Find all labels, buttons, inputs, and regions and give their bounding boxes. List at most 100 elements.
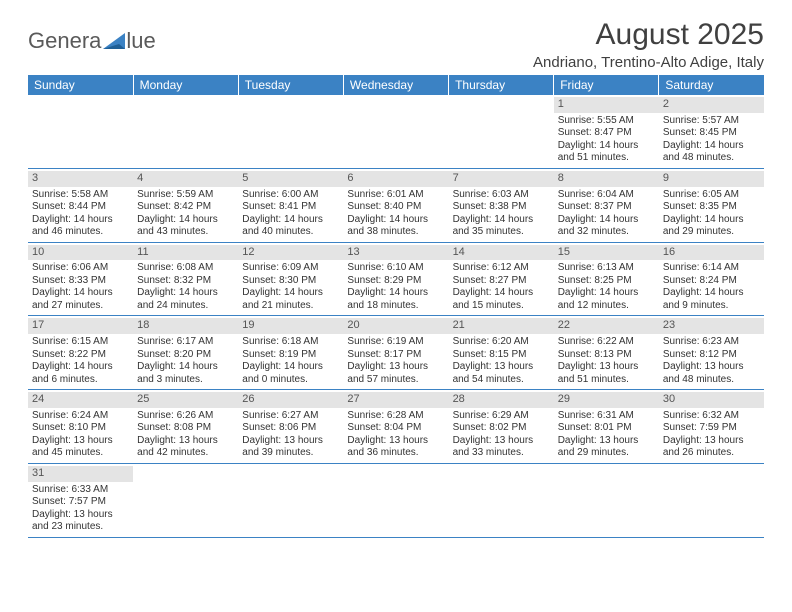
daylight-text: and 21 minutes. <box>242 300 339 313</box>
calendar-cell: 5Sunrise: 6:00 AMSunset: 8:41 PMDaylight… <box>238 168 343 242</box>
sunset-text: Sunset: 8:15 PM <box>453 349 550 362</box>
calendar-cell: 17Sunrise: 6:15 AMSunset: 8:22 PMDayligh… <box>28 316 133 390</box>
day-number: 3 <box>28 171 133 187</box>
calendar-cell: 10Sunrise: 6:06 AMSunset: 8:33 PMDayligh… <box>28 242 133 316</box>
sunset-text: Sunset: 8:33 PM <box>32 275 129 288</box>
weekday-header: Friday <box>554 75 659 95</box>
sunrise-text: Sunrise: 6:28 AM <box>347 410 444 423</box>
sunset-text: Sunset: 8:40 PM <box>347 201 444 214</box>
sunset-text: Sunset: 8:41 PM <box>242 201 339 214</box>
sunset-text: Sunset: 8:44 PM <box>32 201 129 214</box>
daylight-text: and 51 minutes. <box>558 374 655 387</box>
sunrise-text: Sunrise: 6:27 AM <box>242 410 339 423</box>
sunset-text: Sunset: 8:20 PM <box>137 349 234 362</box>
sunrise-text: Sunrise: 6:19 AM <box>347 336 444 349</box>
daylight-text: Daylight: 14 hours <box>453 287 550 300</box>
sunset-text: Sunset: 8:38 PM <box>453 201 550 214</box>
daylight-text: and 9 minutes. <box>663 300 760 313</box>
sunrise-text: Sunrise: 6:26 AM <box>137 410 234 423</box>
day-number: 6 <box>343 171 448 187</box>
daylight-text: and 3 minutes. <box>137 374 234 387</box>
calendar-cell-empty <box>343 463 448 537</box>
daylight-text: Daylight: 14 hours <box>242 361 339 374</box>
calendar-row: 17Sunrise: 6:15 AMSunset: 8:22 PMDayligh… <box>28 316 764 390</box>
sunrise-text: Sunrise: 6:06 AM <box>32 262 129 275</box>
daylight-text: and 29 minutes. <box>663 226 760 239</box>
daylight-text: Daylight: 14 hours <box>137 361 234 374</box>
sunrise-text: Sunrise: 6:31 AM <box>558 410 655 423</box>
day-number: 11 <box>133 245 238 261</box>
sunset-text: Sunset: 8:17 PM <box>347 349 444 362</box>
day-number: 14 <box>449 245 554 261</box>
day-number: 21 <box>449 318 554 334</box>
sunrise-text: Sunrise: 5:57 AM <box>663 115 760 128</box>
calendar-cell: 22Sunrise: 6:22 AMSunset: 8:13 PMDayligh… <box>554 316 659 390</box>
daylight-text: Daylight: 14 hours <box>32 287 129 300</box>
daylight-text: and 51 minutes. <box>558 152 655 165</box>
calendar-cell: 23Sunrise: 6:23 AMSunset: 8:12 PMDayligh… <box>659 316 764 390</box>
calendar-cell: 28Sunrise: 6:29 AMSunset: 8:02 PMDayligh… <box>449 390 554 464</box>
daylight-text: Daylight: 13 hours <box>242 435 339 448</box>
daylight-text: and 24 minutes. <box>137 300 234 313</box>
daylight-text: and 27 minutes. <box>32 300 129 313</box>
sunrise-text: Sunrise: 6:10 AM <box>347 262 444 275</box>
day-number: 27 <box>343 392 448 408</box>
calendar-cell-empty <box>343 95 448 168</box>
sunrise-text: Sunrise: 5:59 AM <box>137 189 234 202</box>
calendar-cell: 27Sunrise: 6:28 AMSunset: 8:04 PMDayligh… <box>343 390 448 464</box>
day-number: 5 <box>238 171 343 187</box>
day-number: 10 <box>28 245 133 261</box>
calendar-cell-empty <box>449 95 554 168</box>
calendar-cell: 30Sunrise: 6:32 AMSunset: 7:59 PMDayligh… <box>659 390 764 464</box>
day-number: 29 <box>554 392 659 408</box>
calendar-row: 3Sunrise: 5:58 AMSunset: 8:44 PMDaylight… <box>28 168 764 242</box>
sunrise-text: Sunrise: 6:01 AM <box>347 189 444 202</box>
weekday-header: Tuesday <box>238 75 343 95</box>
calendar-cell: 29Sunrise: 6:31 AMSunset: 8:01 PMDayligh… <box>554 390 659 464</box>
day-number: 1 <box>554 97 659 113</box>
sunrise-text: Sunrise: 5:58 AM <box>32 189 129 202</box>
sunrise-text: Sunrise: 6:03 AM <box>453 189 550 202</box>
sunrise-text: Sunrise: 6:13 AM <box>558 262 655 275</box>
sunrise-text: Sunrise: 6:09 AM <box>242 262 339 275</box>
daylight-text: and 54 minutes. <box>453 374 550 387</box>
calendar-cell: 3Sunrise: 5:58 AMSunset: 8:44 PMDaylight… <box>28 168 133 242</box>
sunset-text: Sunset: 7:59 PM <box>663 422 760 435</box>
day-number: 23 <box>659 318 764 334</box>
sunset-text: Sunset: 8:10 PM <box>32 422 129 435</box>
location: Andriano, Trentino-Alto Adige, Italy <box>533 54 764 71</box>
daylight-text: Daylight: 14 hours <box>558 287 655 300</box>
sunset-text: Sunset: 8:24 PM <box>663 275 760 288</box>
day-number: 18 <box>133 318 238 334</box>
calendar-cell: 8Sunrise: 6:04 AMSunset: 8:37 PMDaylight… <box>554 168 659 242</box>
day-number: 9 <box>659 171 764 187</box>
sunrise-text: Sunrise: 6:22 AM <box>558 336 655 349</box>
calendar-cell: 15Sunrise: 6:13 AMSunset: 8:25 PMDayligh… <box>554 242 659 316</box>
sunrise-text: Sunrise: 6:17 AM <box>137 336 234 349</box>
calendar-cell-empty <box>133 463 238 537</box>
sunrise-text: Sunrise: 6:24 AM <box>32 410 129 423</box>
daylight-text: and 6 minutes. <box>32 374 129 387</box>
calendar-cell: 13Sunrise: 6:10 AMSunset: 8:29 PMDayligh… <box>343 242 448 316</box>
daylight-text: Daylight: 13 hours <box>32 435 129 448</box>
daylight-text: Daylight: 14 hours <box>558 140 655 153</box>
day-number: 12 <box>238 245 343 261</box>
calendar-cell: 2Sunrise: 5:57 AMSunset: 8:45 PMDaylight… <box>659 95 764 168</box>
daylight-text: Daylight: 13 hours <box>347 361 444 374</box>
daylight-text: and 43 minutes. <box>137 226 234 239</box>
weekday-header: Monday <box>133 75 238 95</box>
day-number: 2 <box>659 97 764 113</box>
daylight-text: and 36 minutes. <box>347 447 444 460</box>
day-number: 8 <box>554 171 659 187</box>
header: Genera lue August 2025 Andriano, Trentin… <box>28 18 764 71</box>
day-number: 28 <box>449 392 554 408</box>
calendar-cell: 20Sunrise: 6:19 AMSunset: 8:17 PMDayligh… <box>343 316 448 390</box>
calendar-cell: 19Sunrise: 6:18 AMSunset: 8:19 PMDayligh… <box>238 316 343 390</box>
sunset-text: Sunset: 8:04 PM <box>347 422 444 435</box>
day-number: 13 <box>343 245 448 261</box>
calendar-cell: 16Sunrise: 6:14 AMSunset: 8:24 PMDayligh… <box>659 242 764 316</box>
day-number: 25 <box>133 392 238 408</box>
day-number: 19 <box>238 318 343 334</box>
sunset-text: Sunset: 8:12 PM <box>663 349 760 362</box>
calendar-cell: 25Sunrise: 6:26 AMSunset: 8:08 PMDayligh… <box>133 390 238 464</box>
